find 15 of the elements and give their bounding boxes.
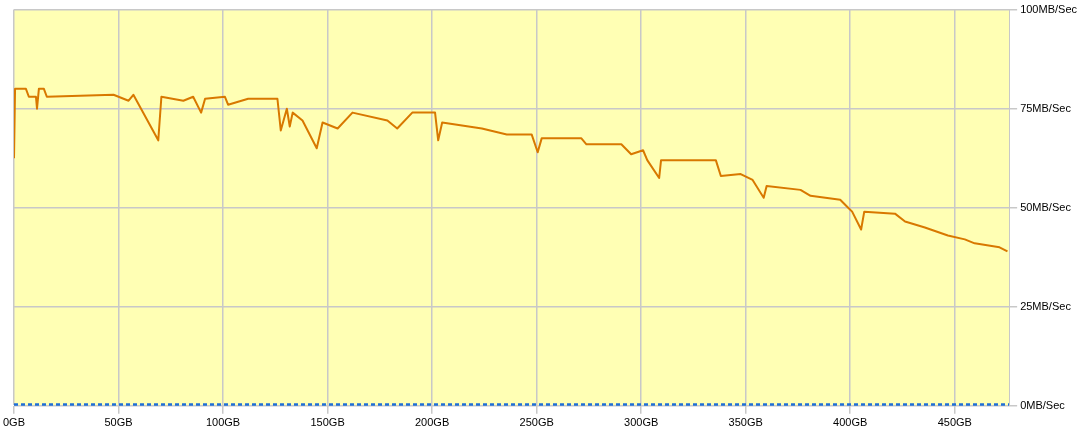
y-tick-label: 100MB/Sec [1020,2,1078,15]
x-tick-label: 350GB [728,416,763,429]
x-tick-label: 300GB [624,416,659,429]
y-tick-label: 75MB/Sec [1020,101,1072,114]
x-tick-label: 400GB [833,416,868,429]
x-tick-label: 100GB [205,416,241,429]
x-tick-label: 250GB [519,416,554,429]
y-tick-label: 0MB/Sec [1020,398,1066,411]
x-tick-label: 450GB [937,416,972,429]
x-tick-label: 0GB [3,416,26,429]
x-tick-label: 50GB [104,416,133,429]
y-tick-label: 25MB/Sec [1020,299,1072,312]
x-tick-label: 150GB [310,416,345,429]
x-tick-label: 200GB [415,416,450,429]
y-tick-label: 50MB/Sec [1020,200,1072,213]
